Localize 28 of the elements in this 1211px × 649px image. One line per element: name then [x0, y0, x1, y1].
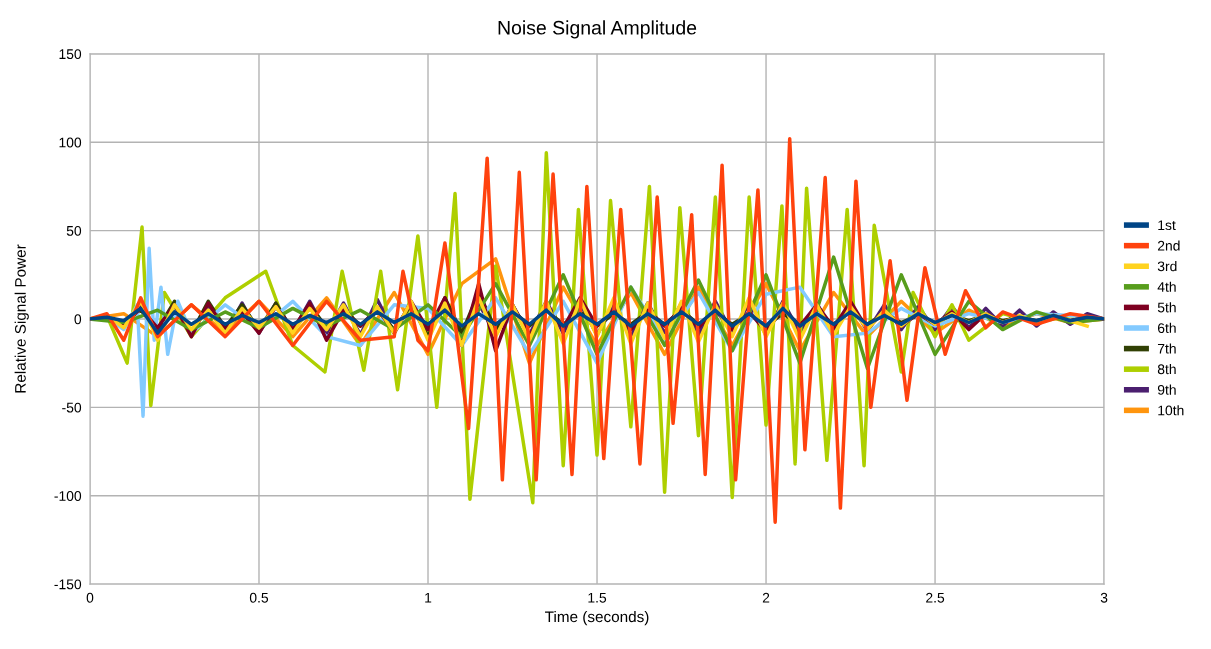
x-tick-label: 0.5	[249, 592, 269, 603]
legend-label: 2nd	[1157, 240, 1180, 251]
legend-label: 10th	[1158, 405, 1184, 416]
legend-label: 6th	[1157, 322, 1176, 333]
legend-label: 8th	[1157, 363, 1176, 375]
y-tick-label: -100	[54, 491, 82, 501]
y-axis-title: Relative Signal Power	[14, 244, 29, 393]
y-tick-label: 150	[59, 49, 82, 60]
x-tick-label: 1	[425, 592, 432, 603]
x-tick-label: 0	[86, 592, 94, 603]
y-tick-label: 0	[74, 314, 82, 325]
y-tick-label: 100	[59, 137, 82, 148]
y-tick-label: -50	[62, 402, 82, 413]
line-series	[89, 306, 1105, 335]
legend-label: 4th	[1157, 281, 1176, 292]
x-tick-label: 3	[1100, 592, 1108, 603]
legend-label: 3rd	[1157, 261, 1177, 272]
legend-label: 7th	[1157, 343, 1176, 354]
y-tick-label: 50	[66, 225, 82, 236]
legend-label: 1st	[1158, 220, 1176, 231]
x-tick-label: 2	[762, 592, 770, 603]
x-tick-label: 1.5	[588, 592, 607, 603]
y-tick-label: -150	[54, 579, 82, 590]
x-tick-label: 2.5	[926, 592, 945, 603]
x-axis-title: Time (seconds)	[545, 610, 649, 626]
legend-label: 5th	[1157, 302, 1176, 313]
legend-label: 9th	[1157, 384, 1176, 395]
chart-title: Noise Signal Amplitude	[498, 20, 697, 39]
